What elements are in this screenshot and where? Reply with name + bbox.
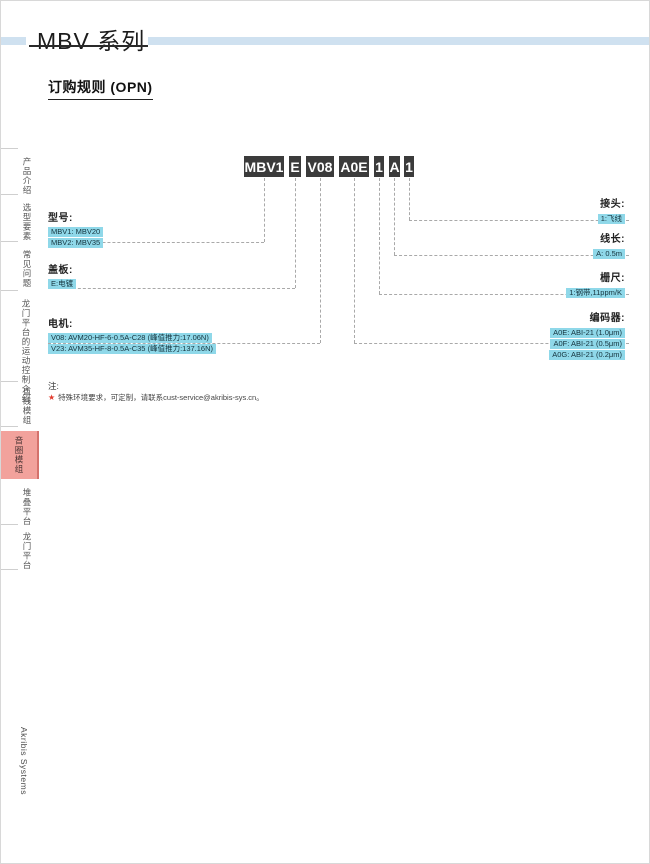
note-text-line: ★ 特殊环境要求，可定制，请联系cust-service@akribis-sys.…	[48, 392, 264, 403]
section-model-label: 型号:	[48, 213, 73, 224]
sidebar-tab-linear-module[interactable]: 直线模组	[22, 387, 32, 425]
callout-line-cable-v	[394, 178, 395, 255]
section-connector: 接头: 1:飞线	[597, 195, 625, 224]
section-encoder-label: 编码器:	[589, 313, 625, 324]
section-cable-length: 线长: A: 0.5m	[593, 230, 625, 259]
option-chip: V23: AVM35-HF-8-0.5A-C35 (峰值推力:137.16N)	[48, 344, 217, 354]
option-chip: A0E: ABI-21 (1.0μm)	[550, 328, 625, 338]
sidebar-tab-voice-coil-module-active[interactable]: 音圈模组	[1, 431, 39, 479]
section-motor-label: 电机:	[48, 319, 73, 330]
star-icon: ★	[48, 393, 56, 402]
part-segment-motor: V08	[306, 156, 334, 177]
callout-line-encoder-v	[354, 178, 355, 343]
note-text: 特殊环境要求，可定制，请联系cust-service@akribis-sys.c…	[58, 393, 264, 402]
sidebar-divider	[1, 241, 18, 242]
callout-line-model-h	[48, 242, 264, 243]
header-band-right	[148, 37, 649, 45]
page-title: MBV 系列	[37, 28, 146, 54]
section-title: 订购规则 (OPN)	[48, 77, 153, 100]
callout-line-scale-h	[379, 294, 629, 295]
sidebar-tab-gantry-stage[interactable]: 龙门平台	[22, 532, 32, 570]
sidebar-divider	[1, 569, 18, 570]
note-label: 注:	[48, 381, 59, 391]
sidebar-divider	[1, 290, 18, 291]
callout-line-motor-h	[48, 343, 320, 344]
option-chip: A0G: ABI-21 (0.2μm)	[549, 350, 625, 360]
option-chip: MBV1: MBV20	[48, 227, 104, 237]
callout-line-encoder-h	[354, 343, 629, 344]
sidebar-tab-product-intro[interactable]: 产品介绍	[22, 157, 32, 195]
sidebar-tab-gantry-motion[interactable]: 龙门平台的运动控制介绍	[21, 299, 31, 404]
section-cover-label: 盖板:	[48, 265, 73, 276]
brand-vertical-text: Akribis Systems	[19, 727, 29, 795]
part-segment-cable: A	[389, 156, 400, 177]
sidebar-tab-stacked-stage[interactable]: 堆叠平台	[22, 488, 32, 526]
sidebar-tab-label: 音圈模组	[14, 436, 24, 474]
option-chip: V08: AVM20-HF-6-0.5A-C28 (峰值推力:17.06N)	[48, 333, 212, 343]
callout-line-connector-h	[409, 220, 629, 221]
callout-line-motor-v	[320, 178, 321, 343]
section-model: 型号: MBV1: MBV20 MBV2: MBV35	[48, 209, 104, 248]
section-scale: 栅尺: 1:钢带,11ppm/K	[566, 269, 625, 298]
part-segment-scale: 1	[374, 156, 384, 177]
part-segment-connector: 1	[404, 156, 414, 177]
callout-line-cable-h	[394, 255, 629, 256]
option-chip: A0F: ABI-21 (0.5μm)	[550, 339, 625, 349]
sidebar-divider	[1, 194, 18, 195]
callout-line-cover-v	[295, 178, 296, 288]
part-segment-cover: E	[289, 156, 301, 177]
part-segment-encoder: A0E	[339, 156, 369, 177]
sidebar-tab-selection[interactable]: 选型要素	[22, 203, 32, 241]
sidebar-tab-faq[interactable]: 常见问题	[22, 250, 32, 288]
sidebar-divider	[1, 524, 18, 525]
sidebar-divider	[1, 381, 18, 382]
option-chip: A: 0.5m	[593, 249, 625, 259]
callout-line-scale-v	[379, 178, 380, 294]
callout-line-connector-v	[409, 178, 410, 220]
section-cable-length-label: 线长:	[600, 234, 625, 245]
option-chip: 1:钢带,11ppm/K	[566, 288, 625, 298]
part-segment-model: MBV1	[244, 156, 284, 177]
option-chip: E:电镀	[48, 279, 77, 289]
option-chip: MBV2: MBV35	[48, 238, 104, 248]
section-scale-label: 栅尺:	[600, 273, 625, 284]
callout-line-cover-h	[48, 288, 295, 289]
sidebar-divider	[1, 148, 18, 149]
section-encoder: 编码器: A0E: ABI-21 (1.0μm) A0F: ABI-21 (0.…	[549, 309, 625, 360]
callout-line-model-v	[264, 178, 265, 242]
sidebar-divider	[1, 426, 18, 427]
section-connector-label: 接头:	[600, 199, 625, 210]
title-underline	[29, 45, 148, 47]
section-motor: 电机: V08: AVM20-HF-6-0.5A-C28 (峰值推力:17.06…	[48, 315, 217, 354]
header-band-left	[1, 37, 26, 45]
option-chip: 1:飞线	[597, 214, 625, 224]
section-cover: 盖板: E:电镀	[48, 261, 77, 289]
